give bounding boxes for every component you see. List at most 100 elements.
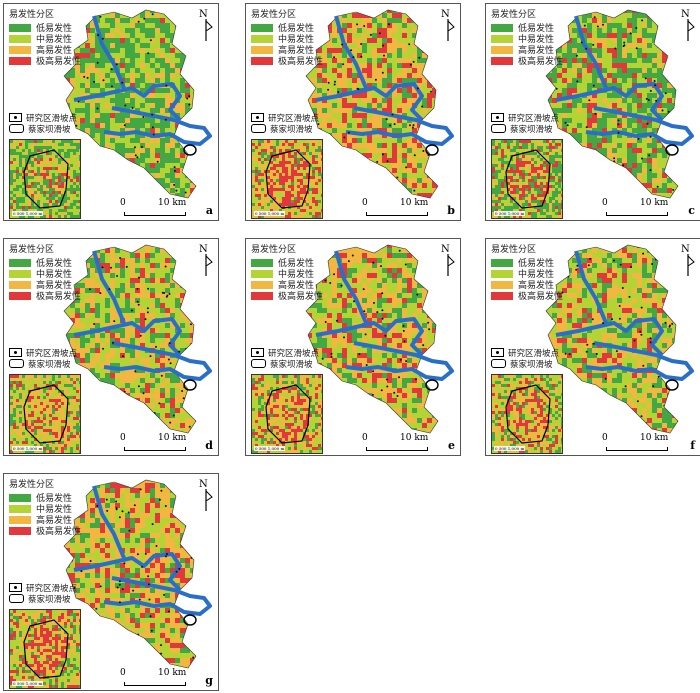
landslide-point xyxy=(636,400,639,403)
landslide-point xyxy=(380,265,382,268)
legend-title: 易发性分区 xyxy=(9,10,55,20)
north-arrow-icon xyxy=(687,19,695,41)
legend-label-very-high: 极高易发性 xyxy=(36,527,82,537)
swatch-very-high xyxy=(251,291,273,300)
legend-item-medium: 中易发性 xyxy=(9,503,81,515)
landslide-point xyxy=(96,61,99,64)
landslide-point xyxy=(671,372,674,375)
north-arrow-icon xyxy=(687,254,695,276)
symbol-label-caijiaba: 蔡家坝滑坡 xyxy=(270,124,313,135)
landslide-point xyxy=(332,248,335,251)
landslide-point xyxy=(656,185,659,188)
symbol-label-points: 研究区滑坡点 xyxy=(508,348,560,359)
landslide-point xyxy=(93,80,96,83)
landslide-point xyxy=(563,377,566,380)
landslide-point xyxy=(661,109,664,112)
landslide-point xyxy=(136,553,139,556)
caijiaba-outline-icon xyxy=(9,359,24,368)
landslide-point xyxy=(147,287,150,290)
caijiaba-landslide-outline xyxy=(425,379,439,391)
landslide-point xyxy=(576,80,579,83)
landslide-point xyxy=(673,103,676,106)
landslide-point xyxy=(186,97,189,100)
legend: 易发性分区 低易发性 中易发性 高易发性 极高易发性 xyxy=(491,7,563,67)
landslide-point xyxy=(327,81,330,84)
landslide-point xyxy=(115,508,118,511)
landslide-point xyxy=(123,390,126,393)
landslide-point xyxy=(434,132,436,135)
caijiaba-landslide-outline xyxy=(665,144,679,156)
landslide-point xyxy=(82,634,85,637)
landslide-point xyxy=(169,362,172,365)
study-area-boundary xyxy=(63,479,197,669)
legend-label-very-high: 极高易发性 xyxy=(518,292,564,302)
landslide-point xyxy=(363,25,366,27)
symbol-label-points: 研究区滑坡点 xyxy=(26,113,78,124)
landslide-point xyxy=(137,385,140,388)
landslide-point xyxy=(119,257,122,259)
study-area-boundary xyxy=(305,9,439,199)
scale-start: 0 xyxy=(120,198,126,208)
legend-item-high: 高易发性 xyxy=(9,44,81,56)
landslide-point xyxy=(344,188,347,190)
landslide-point xyxy=(342,63,345,66)
landslide-point-icon xyxy=(491,113,504,122)
landslide-point xyxy=(150,629,153,632)
landslide-point xyxy=(131,163,134,166)
landslide-point xyxy=(642,252,645,255)
susceptibility-map xyxy=(63,244,212,434)
landslide-point xyxy=(592,342,595,345)
landslide-point xyxy=(173,169,176,172)
landslide-point xyxy=(168,292,171,295)
caijiaba-outline-icon xyxy=(9,124,24,133)
landslide-point xyxy=(148,413,151,415)
landslide-point xyxy=(96,653,98,656)
symbol-caijiaba: 蔡家坝滑坡 xyxy=(9,123,77,135)
legend-item-high: 高易发性 xyxy=(491,279,563,291)
north-arrow: N xyxy=(199,244,213,276)
swatch-medium xyxy=(9,34,31,43)
landslide-point xyxy=(575,54,578,57)
legend-label-high: 高易发性 xyxy=(36,46,73,56)
landslide-point xyxy=(343,136,346,139)
landslide-point xyxy=(110,266,112,269)
landslide-point xyxy=(109,645,112,648)
north-arrow: N xyxy=(441,9,455,41)
landslide-point xyxy=(602,23,604,26)
study-area-boundary xyxy=(63,244,197,434)
scale-bar: 0 10 km xyxy=(602,198,676,218)
landslide-point xyxy=(113,320,116,323)
landslide-point xyxy=(380,389,383,392)
swatch-high xyxy=(9,45,31,54)
landslide-point xyxy=(663,13,666,16)
north-label: N xyxy=(441,244,450,255)
swatch-high xyxy=(491,45,513,54)
north-arrow: N xyxy=(199,479,213,511)
landslide-point xyxy=(611,318,613,321)
landslide-point xyxy=(80,570,83,573)
panel-letter: f xyxy=(690,439,695,452)
scale-end: 10 km xyxy=(400,198,429,208)
landslide-point xyxy=(328,249,331,252)
landslide-point xyxy=(149,615,152,618)
landslide-point xyxy=(115,500,118,503)
landslide-point xyxy=(182,397,185,400)
inset-scale-bar: 0 500 1,000 m xyxy=(12,446,44,451)
caijiaba-inset-outline xyxy=(23,149,69,209)
landslide-point xyxy=(381,153,384,156)
landslide-point xyxy=(636,187,639,190)
landslide-point xyxy=(648,154,651,157)
landslide-point xyxy=(86,407,89,410)
landslide-point xyxy=(593,16,596,19)
landslide-point xyxy=(422,344,425,347)
landslide-point xyxy=(347,131,350,134)
landslide-point xyxy=(137,20,140,23)
caijiaba-inset-map: 0 500 1,000 m xyxy=(9,609,81,689)
landslide-point xyxy=(188,425,191,428)
landslide-point xyxy=(426,29,429,32)
landslide-point xyxy=(360,55,363,58)
landslide-point xyxy=(602,398,604,401)
landslide-point xyxy=(321,357,324,360)
landslide-point xyxy=(334,80,336,83)
landslide-point xyxy=(654,84,657,87)
